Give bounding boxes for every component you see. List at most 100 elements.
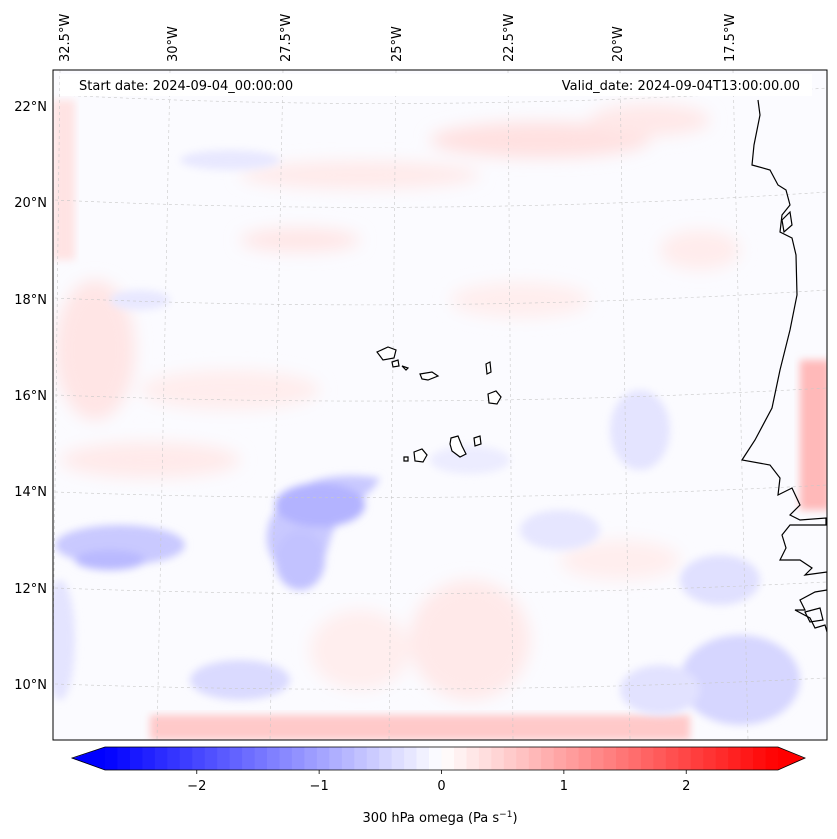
island-boa-vista xyxy=(487,390,502,405)
colorbar-segment xyxy=(217,747,231,770)
colorbar-segment xyxy=(416,747,430,770)
colorbar-segment xyxy=(578,747,592,770)
colorbar-label-main: 300 hPa omega (Pa s xyxy=(362,811,499,826)
island-sao-nicolau xyxy=(419,371,440,381)
colorbar-segment xyxy=(503,747,517,770)
valid-date-label: Valid_date: 2024-09-04T13:00:00.00 xyxy=(562,79,800,94)
lon-label-22-5w: 22.5°W xyxy=(502,14,517,62)
lat-label-10n: 10°N xyxy=(14,678,47,693)
coast-island xyxy=(804,607,824,623)
lat-label-22n: 22°N xyxy=(14,100,47,115)
colorbar-segment xyxy=(179,747,193,770)
southern-positive-band xyxy=(150,715,690,740)
lat-label-16n: 16°N xyxy=(14,389,47,404)
eastern-positive-band xyxy=(800,360,827,510)
island-santo-antao xyxy=(376,346,397,361)
colorbar-segment xyxy=(404,747,418,770)
colorbar: −2 −1 0 1 2 300 hPa omega (Pa s−1) xyxy=(70,746,807,826)
colorbar-segment xyxy=(242,747,256,770)
island-sao-vicente xyxy=(391,359,400,368)
colorbar-label-exponent: −1 xyxy=(499,810,512,820)
colorbar-segment xyxy=(640,747,654,770)
colorbar-tick-label: −1 xyxy=(310,779,329,794)
negative-omega-patches xyxy=(53,150,800,725)
colorbar-segment xyxy=(628,747,642,770)
colorbar-segment xyxy=(653,747,667,770)
colorbar-label: 300 hPa omega (Pa s−1) xyxy=(362,810,517,826)
colorbar-segment xyxy=(105,747,118,770)
colorbar-segment xyxy=(267,747,280,770)
gridlines xyxy=(53,70,827,740)
colorbar-segment xyxy=(279,747,293,770)
colorbar-segment xyxy=(167,747,181,770)
lon-label-32-5w: 32.5°W xyxy=(58,14,73,62)
colorbar-tick-label: 2 xyxy=(682,779,690,794)
colorbar-tick-label: 0 xyxy=(437,779,445,794)
colorbar-segment xyxy=(379,747,393,770)
colorbar-segment xyxy=(665,747,679,770)
latitude-labels: 22°N 20°N 18°N 16°N 14°N 12°N 10°N xyxy=(14,100,47,693)
colorbar-segment xyxy=(541,747,555,770)
colorbar-label-close: ) xyxy=(512,811,517,826)
colorbar-extend-min xyxy=(72,747,105,770)
colorbar-segment xyxy=(566,747,580,770)
lat-label-12n: 12°N xyxy=(14,582,47,597)
colorbar-segment xyxy=(142,747,156,770)
colorbar-segment xyxy=(129,747,143,770)
african-coast xyxy=(741,99,827,633)
colorbar-segment xyxy=(678,747,692,770)
lat-label-18n: 18°N xyxy=(14,293,47,308)
colorbar-segment xyxy=(728,747,742,770)
colorbar-ticks: −2 −1 0 1 2 xyxy=(187,770,690,794)
colorbar-segment xyxy=(254,747,268,770)
colorbar-segment xyxy=(516,747,530,770)
colorbar-segment xyxy=(753,747,767,770)
colorbar-segment xyxy=(703,747,717,770)
island-sal xyxy=(485,361,492,375)
colorbar-segment xyxy=(591,747,605,770)
omega-field xyxy=(53,70,827,740)
colorbar-segment xyxy=(391,747,405,770)
colorbar-segment xyxy=(615,747,629,770)
colorbar-segment xyxy=(154,747,168,770)
colorbar-segment xyxy=(441,747,455,770)
colorbar-segment xyxy=(316,747,330,770)
colorbar-segment xyxy=(341,747,355,770)
colorbar-outline xyxy=(70,746,807,771)
colorbar-segment xyxy=(690,747,704,770)
start-date-label: Start date: 2024-09-04_00:00:00 xyxy=(79,79,293,94)
colorbar-segment xyxy=(354,747,368,770)
colorbar-segment xyxy=(466,747,480,770)
lon-label-17-5w: 17.5°W xyxy=(723,14,738,62)
colorbar-segment xyxy=(553,747,567,770)
colorbar-segment xyxy=(740,747,754,770)
colorbar-segment xyxy=(478,747,492,770)
colorbar-segment xyxy=(429,747,442,770)
colorbar-segment xyxy=(329,747,343,770)
lon-label-27-5w: 27.5°W xyxy=(279,14,294,62)
colorbar-segment xyxy=(291,747,305,770)
map-frame xyxy=(52,69,828,741)
info-box xyxy=(60,74,812,96)
island-maio xyxy=(473,435,482,447)
colorbar-segment xyxy=(528,747,542,770)
colorbar-segments xyxy=(72,747,805,770)
western-positive-band xyxy=(53,100,75,260)
lat-label-14n: 14°N xyxy=(14,485,47,500)
coast-inlet xyxy=(781,210,793,234)
colorbar-extend-max xyxy=(778,747,805,770)
colorbar-segment xyxy=(453,747,467,770)
colorbar-segment xyxy=(304,747,318,770)
lon-label-30w: 30°W xyxy=(166,26,181,62)
colorbar-segment xyxy=(192,747,206,770)
lon-label-20w: 20°W xyxy=(611,26,626,62)
lon-label-25w: 25°W xyxy=(390,26,405,62)
island-brava xyxy=(403,456,409,462)
island-santiago xyxy=(449,435,467,458)
island-santa-luzia xyxy=(401,365,410,371)
colorbar-tick-label: 1 xyxy=(560,779,568,794)
island-fogo xyxy=(413,448,428,463)
colorbar-segment xyxy=(229,747,243,770)
colorbar-segment xyxy=(117,747,131,770)
